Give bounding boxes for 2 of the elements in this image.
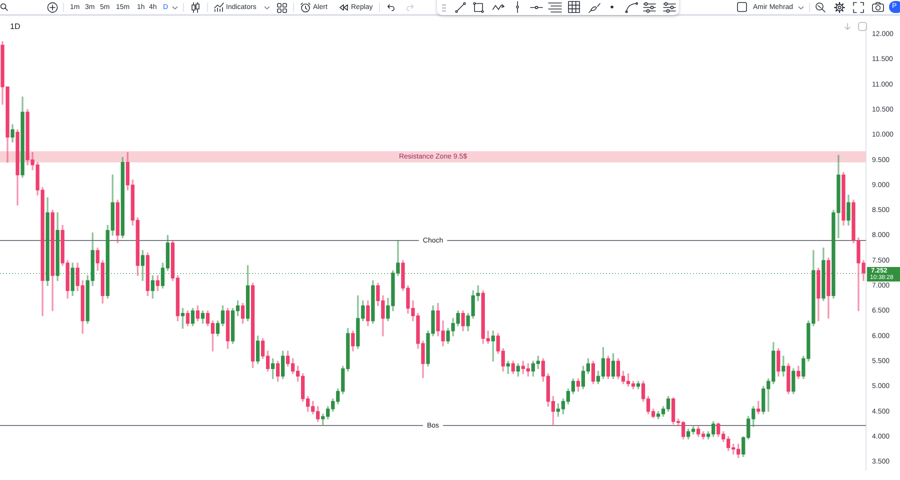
candlestick (491, 330, 495, 362)
chart-title: 1D (10, 22, 20, 31)
